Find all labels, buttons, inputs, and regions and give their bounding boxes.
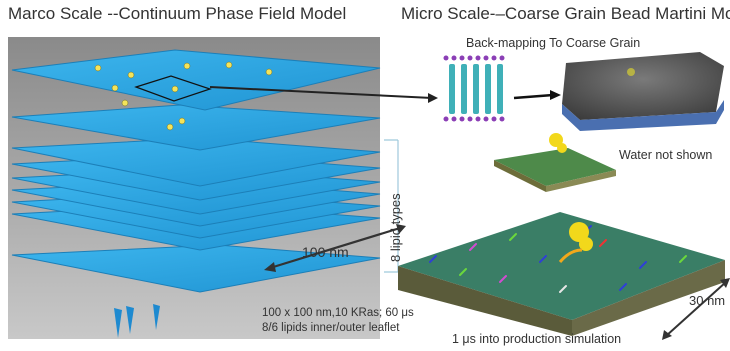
mapping-arrow xyxy=(209,86,433,99)
scale-30-head-top xyxy=(720,278,730,288)
specs-line-2: 8/6 lipids inner/outer leaflet xyxy=(262,322,400,334)
scale-100-head-right xyxy=(396,224,406,234)
membrane-patch-small xyxy=(494,133,616,192)
solvated-box xyxy=(562,52,724,131)
lipid-bracket xyxy=(384,139,399,273)
field-spike-3 xyxy=(153,304,160,330)
backmapping-label: Back-mapping To Coarse Grain xyxy=(466,36,641,50)
specs-line-1: 100 x 100 nm,10 KRas; 60 μs xyxy=(262,307,414,319)
field-spike-1 xyxy=(114,308,122,338)
solvation-arrowhead xyxy=(550,90,561,100)
left-panel-title: Marco Scale --Continuum Phase Field Mode… xyxy=(8,4,347,23)
plane-second xyxy=(11,104,381,151)
cg-lipid-schematic xyxy=(441,55,511,122)
membrane-large xyxy=(398,212,725,336)
selection-box xyxy=(134,75,212,102)
field-spike-2 xyxy=(126,306,134,334)
scale-100-head-left xyxy=(264,262,276,272)
mapping-arrowhead xyxy=(428,93,438,103)
scale-30-label: 30 nm xyxy=(689,293,726,308)
water-label: Water not shown xyxy=(619,148,713,162)
solvation-arrow xyxy=(513,93,554,100)
scale-100-arrow xyxy=(269,226,401,270)
kras-markers xyxy=(94,61,273,131)
plane-layer-1 xyxy=(11,137,381,187)
scale-30-arrow xyxy=(665,281,727,337)
production-label: 1 μs into production simulation xyxy=(452,332,622,346)
scale-100-label: 100 nm xyxy=(302,244,349,260)
scale-30-head-bottom xyxy=(662,330,672,340)
lipid-types-label: 8 lipid types xyxy=(388,193,403,262)
plane-bottom xyxy=(11,244,381,293)
plane-top xyxy=(11,49,381,111)
phase-field-stack xyxy=(11,49,381,338)
right-panel-title: Micro Scale-–Coarse Grain Bead Martini M… xyxy=(401,4,730,23)
